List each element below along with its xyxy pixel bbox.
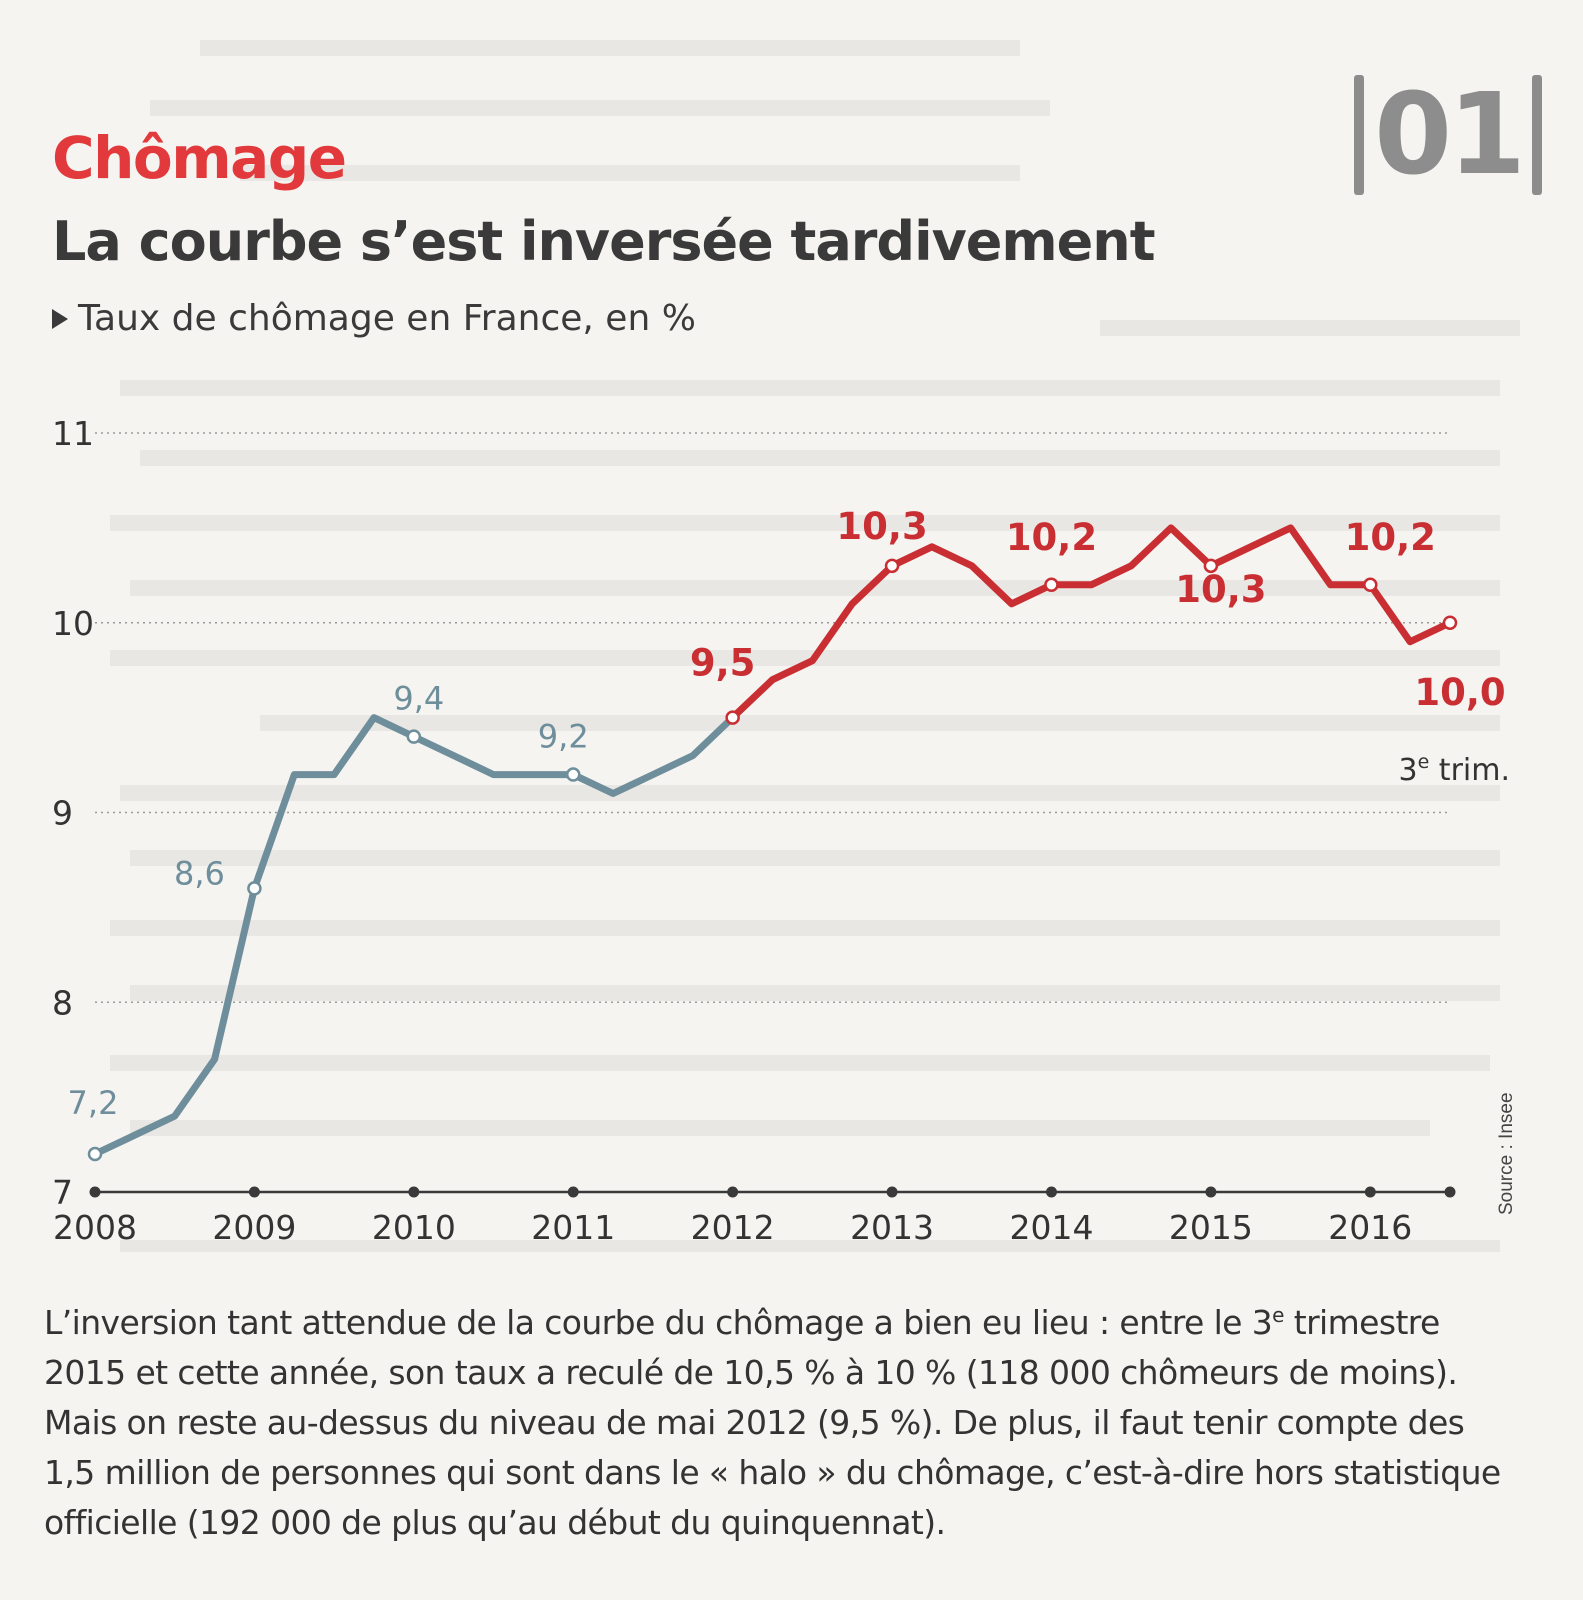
x-tick-label: 2014 — [1009, 1208, 1093, 1247]
data-label-2013: 10,3 — [836, 505, 927, 548]
caption-part1: L’inversion tant attendue de la courbe d… — [44, 1303, 1273, 1342]
x-axis-tick-dot — [567, 1186, 579, 1198]
x-axis-tick-dot — [1364, 1186, 1376, 1198]
x-axis-tick-dot — [1205, 1186, 1217, 1198]
x-axis-tick-dot — [89, 1186, 101, 1198]
x-axis: 2008 2009 2010 2011 2012 2013 2014 2015 2016 — [53, 1186, 1456, 1247]
data-point-2012 — [725, 710, 740, 725]
chart-subtitle-text: Taux de chômage en France, en % — [78, 298, 696, 339]
x-tick-label: 2012 — [691, 1208, 775, 1247]
data-lines — [91, 524, 1454, 1158]
x-axis-tick-dot — [886, 1186, 898, 1198]
x-tick-label: 2013 — [850, 1208, 934, 1247]
data-label-2012: 9,5 — [690, 642, 756, 685]
x-axis-tick-dot — [1045, 1186, 1057, 1198]
x-tick-label: 2015 — [1169, 1208, 1253, 1247]
triangle-bullet-icon — [52, 308, 68, 329]
series-line-before-2012 — [91, 714, 737, 1158]
data-point-2013 — [884, 558, 900, 574]
caption-paragraph: L’inversion tant attendue de la courbe d… — [44, 1298, 1514, 1548]
data-label-2014: 10,2 — [1006, 516, 1097, 559]
end-note: 3e trim. — [1398, 751, 1510, 788]
caption-part2: tri­mestre 2015 et cette année, son taux… — [44, 1303, 1501, 1542]
x-axis-tick-dot — [727, 1186, 739, 1198]
data-point-2014 — [1044, 577, 1059, 593]
data-label-2011: 9,2 — [538, 718, 589, 756]
data-point-2009 — [247, 881, 262, 896]
series-line-after-2012 — [729, 524, 1454, 722]
x-axis-tick-dot — [248, 1186, 260, 1198]
data-point-2011 — [565, 767, 581, 782]
grid-lines — [95, 432, 1450, 1003]
data-label-2016.5: 10,0 — [1414, 671, 1505, 714]
data-points — [87, 558, 1458, 1162]
caption-superscript: e — [1272, 1303, 1284, 1327]
data-point-2010 — [406, 729, 422, 744]
headline: La courbe s’est inversée tardivement — [52, 210, 1156, 273]
data-point-2016.5 — [1442, 615, 1458, 630]
chart-subtitle: Taux de chômage en France, en % — [52, 298, 696, 339]
x-tick-label: 2010 — [372, 1208, 456, 1247]
badge-right-bar — [1531, 75, 1542, 195]
x-tick-label: 2008 — [53, 1208, 137, 1247]
y-tick-label: 11 — [52, 414, 94, 453]
section-number: 01 — [1374, 70, 1526, 200]
kicker-title: Chômage — [52, 124, 347, 192]
data-point-2016 — [1363, 577, 1378, 593]
x-axis-tick-dot — [1444, 1186, 1456, 1198]
section-number-badge: 01 — [1343, 60, 1553, 210]
y-tick-label: 10 — [52, 604, 94, 643]
x-tick-label: 2009 — [212, 1208, 296, 1247]
data-label-2009: 8,6 — [174, 854, 225, 892]
x-axis-tick-dot — [408, 1186, 420, 1198]
x-tick-label: 2016 — [1328, 1208, 1412, 1247]
x-tick-label: 2011 — [531, 1208, 615, 1247]
data-label-2008: 7,2 — [68, 1084, 119, 1122]
badge-left-bar — [1354, 75, 1365, 195]
source-note: Source : Insee — [1496, 1092, 1517, 1215]
data-label-2015: 10,3 — [1175, 568, 1266, 611]
data-label-2016: 10,2 — [1345, 516, 1436, 559]
data-point-2015 — [1203, 558, 1219, 574]
y-tick-label: 7 — [52, 1173, 73, 1212]
y-axis-ticks: 7 8 9 10 11 — [52, 414, 94, 1212]
data-label-2010: 9,4 — [393, 680, 444, 718]
y-tick-label: 9 — [52, 794, 73, 833]
y-tick-label: 8 — [52, 983, 73, 1022]
data-point-2008 — [87, 1146, 103, 1162]
data-labels: 7,2 8,6 9,4 9,2 9,5 10,3 10,2 10,3 10,2 10,0 — [68, 505, 1506, 1122]
